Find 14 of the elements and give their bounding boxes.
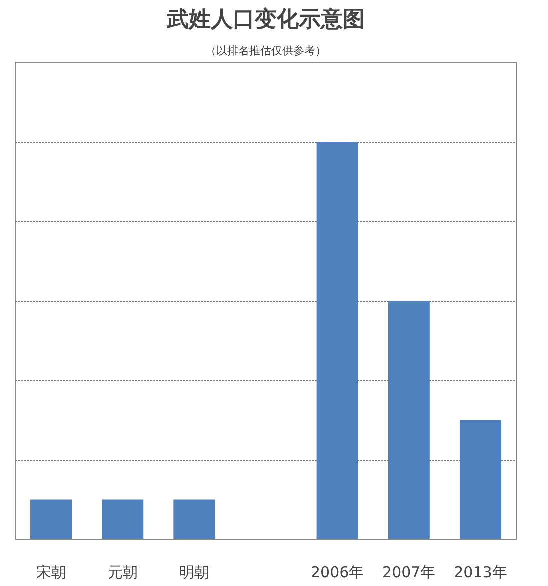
- x-tick-label: 2007年: [382, 564, 436, 582]
- x-tick-label: 2013年: [454, 564, 508, 582]
- bar: [102, 500, 144, 540]
- bar: [316, 142, 358, 540]
- x-tick-label: 明朝: [179, 564, 210, 582]
- bar: [460, 420, 502, 540]
- bar: [174, 500, 216, 540]
- chart-subtitle: （以排名推估仅供参考）: [206, 44, 326, 58]
- bar: [30, 500, 72, 540]
- chart-title: 武姓人口变化示意图: [166, 6, 365, 32]
- x-tick-label: 2006年: [310, 564, 364, 582]
- bar: [388, 301, 430, 540]
- x-tick-label: 元朝: [108, 564, 138, 582]
- x-tick-label: 宋朝: [36, 564, 66, 582]
